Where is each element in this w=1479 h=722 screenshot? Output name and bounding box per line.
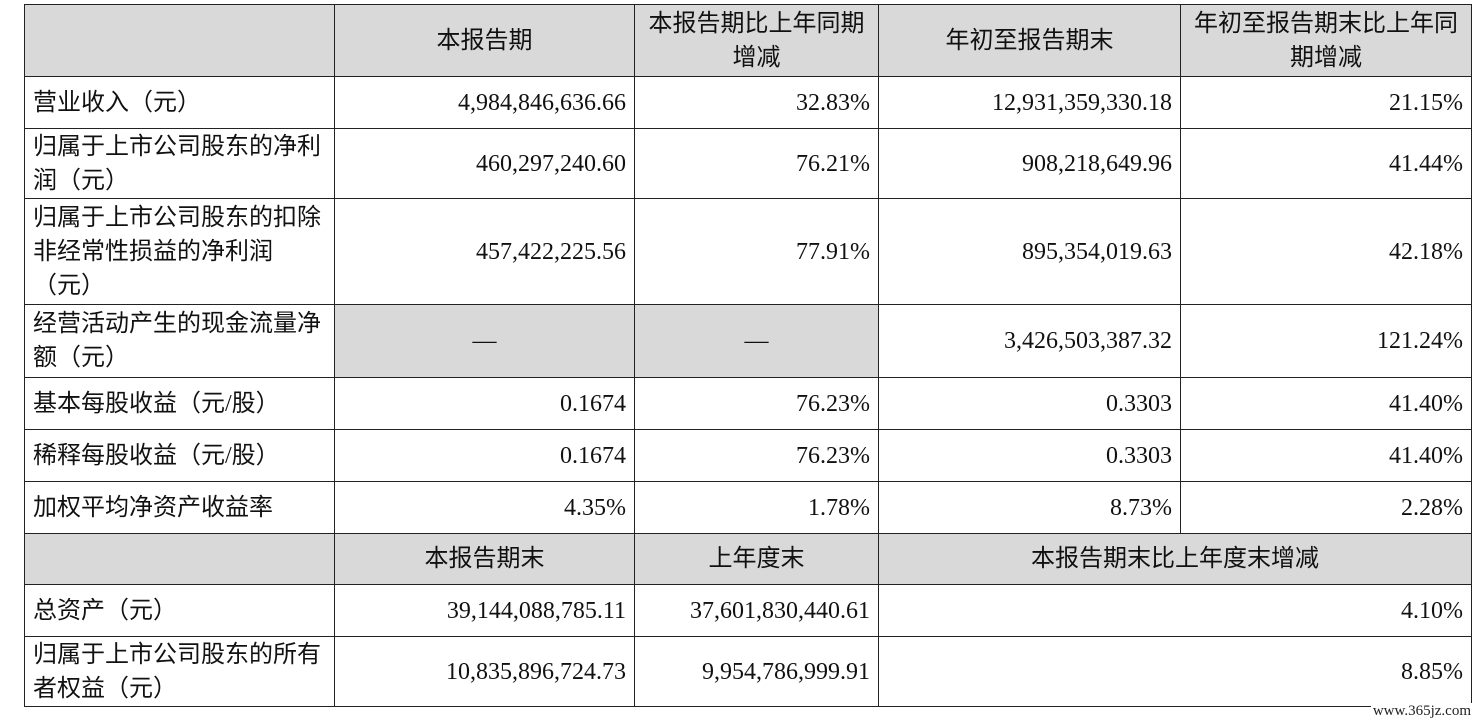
row-label: 归属于上市公司股东的净利润（元） — [24, 128, 335, 199]
cell: 4.10% — [878, 584, 1472, 637]
cell: 41.40% — [1180, 429, 1472, 482]
cell: 41.40% — [1180, 377, 1472, 430]
row-label: 营业收入（元） — [24, 76, 335, 129]
row-label: 经营活动产生的现金流量净额（元） — [24, 304, 335, 378]
cell: 12,931,359,330.18 — [878, 76, 1181, 129]
cell: 76.23% — [634, 377, 879, 430]
header-current-yoy: 本报告期比上年同期增减 — [634, 4, 879, 77]
table-row: 总资产（元） 39,144,088,785.11 37,601,830,440.… — [24, 584, 1472, 637]
table-row: 稀释每股收益（元/股） 0.1674 76.23% 0.3303 41.40% — [24, 429, 1472, 482]
financial-table: 本报告期 本报告期比上年同期增减 年初至报告期末 年初至报告期末比上年同期增减 … — [24, 4, 1472, 707]
row-label: 归属于上市公司股东的所有者权益（元） — [24, 636, 335, 707]
cell: 37,601,830,440.61 — [634, 584, 879, 637]
cell: 42.18% — [1180, 198, 1472, 305]
table-row: 归属于上市公司股东的净利润（元） 460,297,240.60 76.21% 9… — [24, 128, 1472, 199]
row-label: 稀释每股收益（元/股） — [24, 429, 335, 482]
cell: — — [634, 304, 879, 378]
cell: 4.35% — [334, 481, 635, 534]
header-ytd-yoy: 年初至报告期末比上年同期增减 — [1180, 4, 1472, 77]
cell: 39,144,088,785.11 — [334, 584, 635, 637]
cell: 76.23% — [634, 429, 879, 482]
row-label: 基本每股收益（元/股） — [24, 377, 335, 430]
cell: 9,954,786,999.91 — [634, 636, 879, 707]
row-label: 归属于上市公司股东的扣除非经常性损益的净利润（元） — [24, 198, 335, 305]
header-row: 本报告期 本报告期比上年同期增减 年初至报告期末 年初至报告期末比上年同期增减 — [24, 4, 1472, 77]
cell: 1.78% — [634, 481, 879, 534]
cell: 0.3303 — [878, 429, 1181, 482]
cell: 8.85% — [878, 636, 1472, 707]
cell: 77.91% — [634, 198, 879, 305]
table-row: 加权平均净资产收益率 4.35% 1.78% 8.73% 2.28% — [24, 481, 1472, 534]
cell: 8.73% — [878, 481, 1181, 534]
row-label: 总资产（元） — [24, 584, 335, 637]
header-ytd: 年初至报告期末 — [878, 4, 1181, 77]
header-empty — [24, 4, 335, 77]
header2-prior-year-end: 上年度末 — [634, 533, 879, 585]
cell: 10,835,896,724.73 — [334, 636, 635, 707]
cell: 41.44% — [1180, 128, 1472, 199]
table-row: 营业收入（元） 4,984,846,636.66 32.83% 12,931,3… — [24, 76, 1472, 129]
cell: 0.3303 — [878, 377, 1181, 430]
row-label: 加权平均净资产收益率 — [24, 481, 335, 534]
cell: 460,297,240.60 — [334, 128, 635, 199]
cell: 21.15% — [1180, 76, 1472, 129]
header2-change: 本报告期末比上年度末增减 — [878, 533, 1472, 585]
header-current-period: 本报告期 — [334, 4, 635, 77]
cell: 3,426,503,387.32 — [878, 304, 1181, 378]
cell: 457,422,225.56 — [334, 198, 635, 305]
watermark: www.365jz.com — [1370, 703, 1473, 720]
header2-period-end: 本报告期末 — [334, 533, 635, 585]
table-row: 归属于上市公司股东的扣除非经常性损益的净利润（元） 457,422,225.56… — [24, 198, 1472, 305]
cell: 2.28% — [1180, 481, 1472, 534]
cell: 76.21% — [634, 128, 879, 199]
table-row: 经营活动产生的现金流量净额（元） — — 3,426,503,387.32 12… — [24, 304, 1472, 378]
cell: 121.24% — [1180, 304, 1472, 378]
cell: 895,354,019.63 — [878, 198, 1181, 305]
cell: — — [334, 304, 635, 378]
header2-empty — [24, 533, 335, 585]
cell: 908,218,649.96 — [878, 128, 1181, 199]
table-row: 基本每股收益（元/股） 0.1674 76.23% 0.3303 41.40% — [24, 377, 1472, 430]
cell: 0.1674 — [334, 429, 635, 482]
table-row: 归属于上市公司股东的所有者权益（元） 10,835,896,724.73 9,9… — [24, 636, 1472, 707]
cell: 4,984,846,636.66 — [334, 76, 635, 129]
cell: 32.83% — [634, 76, 879, 129]
header-row-2: 本报告期末 上年度末 本报告期末比上年度末增减 — [24, 533, 1472, 585]
cell: 0.1674 — [334, 377, 635, 430]
